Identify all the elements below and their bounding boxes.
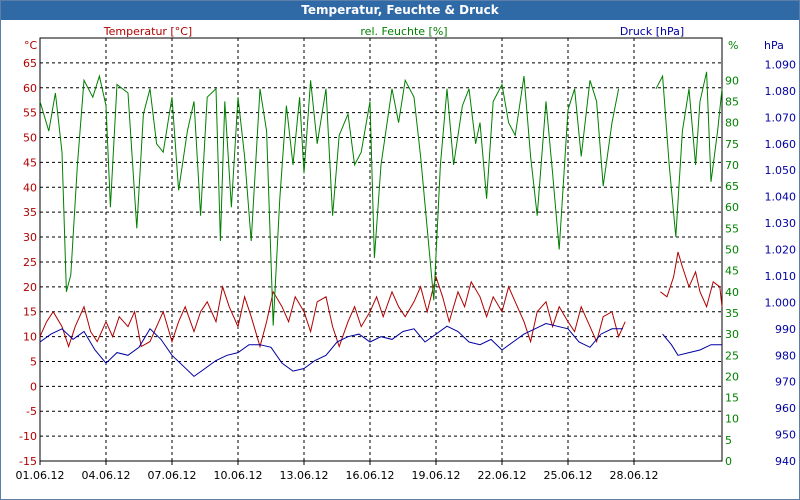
x-tick-label: 25.06.12 — [544, 469, 593, 482]
humidity-tick-label: 20 — [725, 370, 739, 383]
temperature-tick-label: 25 — [23, 256, 37, 269]
x-tick-label: 04.06.12 — [82, 469, 131, 482]
humidity-unit-label: % — [728, 39, 738, 52]
temperature-tick-label: 0 — [30, 380, 37, 393]
temperature-tick-label: -10 — [19, 430, 37, 443]
temperature-tick-label: 60 — [23, 82, 37, 95]
temperature-tick-label: 55 — [23, 107, 37, 120]
temperature-series-line — [660, 251, 723, 309]
pressure-tick-label: 1.080 — [765, 85, 797, 98]
series-name-label: Temperatur [°C] — [103, 25, 192, 38]
series-name-label: rel. Feuchte [%] — [360, 25, 447, 38]
humidity-series-line — [39, 74, 620, 326]
temperature-tick-label: 45 — [23, 156, 37, 169]
pressure-tick-label: 970 — [775, 376, 796, 389]
humidity-tick-label: 30 — [725, 328, 739, 341]
humidity-tick-label: 90 — [725, 74, 739, 87]
temperature-tick-label: 20 — [23, 281, 37, 294]
pressure-tick-label: 1.070 — [765, 111, 797, 124]
x-tick-label: 16.06.12 — [346, 469, 395, 482]
pressure-tick-label: 1.050 — [765, 164, 797, 177]
pressure-tick-label: 940 — [775, 455, 796, 468]
temperature-tick-label: 50 — [23, 132, 37, 145]
temperature-tick-label: -5 — [26, 405, 37, 418]
pressure-tick-label: 950 — [775, 429, 796, 442]
x-tick-label: 10.06.12 — [214, 469, 263, 482]
humidity-tick-label: 65 — [725, 180, 739, 193]
pressure-tick-label: 1.000 — [765, 296, 797, 309]
pressure-tick-label: 990 — [775, 323, 796, 336]
humidity-tick-label: 50 — [725, 244, 739, 257]
pressure-tick-label: 1.060 — [765, 138, 797, 151]
temperature-tick-label: 15 — [23, 306, 37, 319]
pressure-tick-label: 1.040 — [765, 191, 797, 204]
x-tick-label: 19.06.12 — [412, 469, 461, 482]
humidity-tick-label: 70 — [725, 159, 739, 172]
temperature-tick-label: 30 — [23, 231, 37, 244]
humidity-tick-label: 80 — [725, 117, 739, 130]
temperature-tick-label: 35 — [23, 206, 37, 219]
temperature-tick-label: 5 — [30, 355, 37, 368]
temperature-series-line — [39, 275, 626, 349]
pressure-tick-label: 980 — [775, 349, 796, 362]
x-tick-label: 01.06.12 — [16, 469, 65, 482]
humidity-tick-label: 85 — [725, 95, 739, 108]
humidity-tick-label: 10 — [725, 413, 739, 426]
humidity-tick-label: 45 — [725, 265, 739, 278]
humidity-tick-label: 5 — [725, 434, 732, 447]
x-tick-label: 22.06.12 — [478, 469, 527, 482]
humidity-tick-label: 55 — [725, 222, 739, 235]
pressure-series-line — [39, 322, 623, 378]
humidity-series-line — [655, 71, 723, 237]
pressure-tick-label: 1.010 — [765, 270, 797, 283]
window-title: Temperatur, Feuchte & Druck — [1, 1, 799, 20]
temperature-tick-label: 40 — [23, 181, 37, 194]
humidity-tick-label: 15 — [725, 392, 739, 405]
humidity-tick-label: 25 — [725, 349, 739, 362]
humidity-tick-label: 75 — [725, 138, 739, 151]
pressure-series-line — [662, 333, 722, 356]
humidity-tick-label: 40 — [725, 286, 739, 299]
x-tick-label: 28.06.12 — [610, 469, 659, 482]
temperature-tick-label: -15 — [19, 455, 37, 468]
x-tick-label: 13.06.12 — [280, 469, 329, 482]
series-name-label: Druck [hPa] — [620, 25, 684, 38]
pressure-tick-label: 1.020 — [765, 244, 797, 257]
temperature-tick-label: 10 — [23, 331, 37, 344]
plot-area — [39, 37, 723, 462]
humidity-tick-label: 0 — [725, 455, 732, 468]
temperature-tick-label: 65 — [23, 57, 37, 70]
pressure-tick-label: 960 — [775, 402, 796, 415]
humidity-tick-label: 35 — [725, 307, 739, 320]
pressure-unit-label: hPa — [764, 39, 784, 52]
x-tick-label: 07.06.12 — [148, 469, 197, 482]
pressure-tick-label: 1.090 — [765, 58, 797, 71]
pressure-tick-label: 1.030 — [765, 217, 797, 230]
temperature-unit-label: °C — [24, 39, 38, 52]
humidity-tick-label: 60 — [725, 201, 739, 214]
